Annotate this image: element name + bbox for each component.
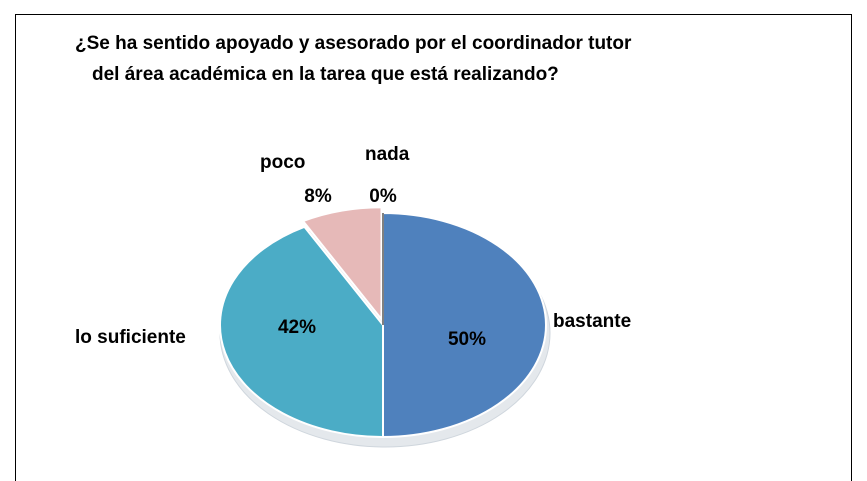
frame	[15, 14, 852, 481]
category-label: lo suficiente	[75, 327, 186, 348]
chart-title: ¿Se ha sentido apoyado y asesorado por e…	[75, 33, 632, 54]
value-label: 0%	[369, 186, 397, 207]
pie-slice	[219, 225, 384, 439]
pie-slice	[301, 206, 383, 323]
value-label: 50%	[448, 329, 486, 350]
category-label: poco	[260, 152, 305, 173]
category-label: bastante	[553, 311, 631, 332]
value-label: 42%	[278, 317, 316, 338]
pie-slice	[382, 211, 547, 439]
chart-title: del área académica en la tarea que está …	[92, 64, 559, 85]
value-label: 8%	[304, 186, 332, 207]
category-label: nada	[365, 144, 410, 165]
